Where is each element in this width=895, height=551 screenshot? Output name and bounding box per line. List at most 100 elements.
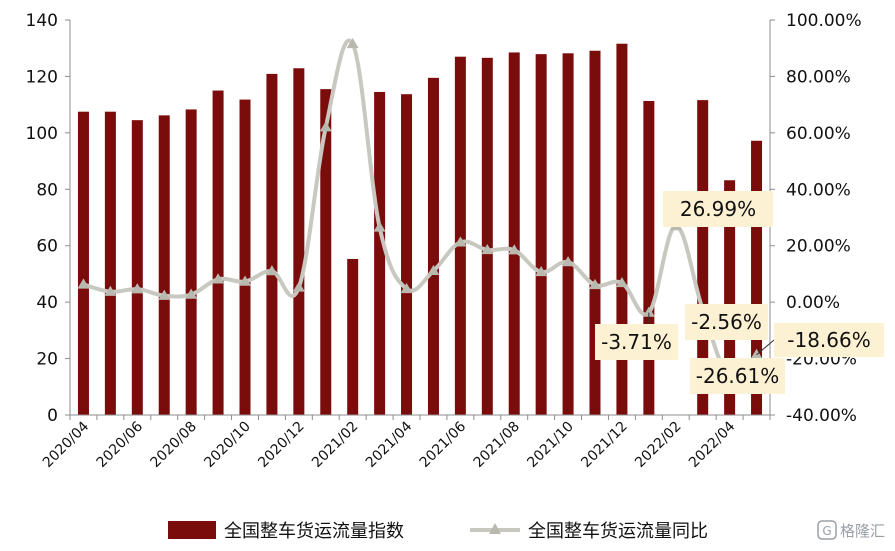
callout-label: -26.61% <box>696 364 779 388</box>
bar-series-freight-index <box>77 43 763 416</box>
legend-label-bars: 全国整车货运流量指数 <box>224 521 404 542</box>
line-point-2021/12 <box>615 276 628 288</box>
callout-2022/04: -26.61% <box>690 358 785 394</box>
bar-2022/04 <box>724 180 736 415</box>
line-point-2021/11 <box>589 278 601 290</box>
callout-leader <box>756 339 775 356</box>
bar-2021/03 <box>374 91 386 416</box>
x-tick-label: 2020/06 <box>94 418 147 471</box>
bar-2020/04 <box>77 111 89 416</box>
y-left-tick-label: 140 <box>26 11 58 31</box>
y-left-tick-label: 120 <box>26 67 58 87</box>
line-point-2022/05 <box>750 348 763 359</box>
y-right-tick-label: 60.00% <box>786 124 851 144</box>
y-left-tick-label: 80 <box>36 180 58 200</box>
bar-2021/02 <box>347 258 359 415</box>
bar-2021/09 <box>535 54 547 416</box>
callout-2022/01: -3.71% <box>595 312 678 360</box>
line-point-2020/11 <box>265 265 278 276</box>
line-point-2021/09 <box>535 265 548 277</box>
line-point-2021/06 <box>454 236 467 247</box>
y-left-tick-label: 100 <box>26 124 58 144</box>
legend-marker-triangle-icon <box>489 523 501 534</box>
bar-2020/05 <box>104 111 116 416</box>
callout-2022/02: 26.99% <box>663 191 773 227</box>
x-tick-label: 2020/08 <box>148 419 200 471</box>
bar-2021/12 <box>616 43 628 415</box>
bar-2021/01 <box>320 89 332 415</box>
callout-box <box>663 191 773 227</box>
watermark-logo-icon <box>817 520 837 540</box>
watermark-text: 格隆汇 <box>840 522 885 540</box>
legend-swatch-bar <box>168 521 216 539</box>
line-point-2020/08 <box>185 288 198 299</box>
callout-label: -3.71% <box>601 330 672 354</box>
bar-2021/05 <box>427 77 439 415</box>
y-right-tick-label: 40.00% <box>786 180 851 200</box>
bar-2020/10 <box>239 99 251 416</box>
line-point-2020/06 <box>131 283 144 294</box>
x-tick-label: 2020/04 <box>40 418 93 471</box>
x-tick-label: 2020/12 <box>255 419 307 471</box>
watermark-logo-glyph: G <box>822 524 831 538</box>
bar-2020/11 <box>266 73 278 415</box>
line-point-2020/10 <box>239 275 251 286</box>
data-callouts: 26.99% -3.71% -2.56% -26.61% -18.66% <box>595 191 884 394</box>
callout-box <box>685 304 768 340</box>
bar-2020/07 <box>158 115 170 415</box>
callout-2022/05: -18.66% <box>756 323 884 357</box>
chart-legend: 全国整车货运流量指数 全国整车货运流量同比 <box>168 521 708 542</box>
bar-2020/12 <box>293 68 305 415</box>
x-tick-label: 2021/08 <box>471 419 523 471</box>
legend-label-line: 全国整车货运流量同比 <box>528 521 708 542</box>
line-point-2021/02 <box>346 37 359 49</box>
line-point-2022/01 <box>642 306 655 317</box>
y-right-tick-label: 20.00% <box>786 237 851 257</box>
bar-2021/04 <box>401 94 413 415</box>
y-left-tick-label: 20 <box>36 350 58 370</box>
y-left-tick-label: 0 <box>47 406 58 426</box>
legend-item-bars: 全国整车货运流量指数 <box>168 521 404 542</box>
callout-box <box>595 324 678 360</box>
callout-box <box>774 323 884 357</box>
bar-2022/03 <box>697 100 709 415</box>
x-tick-label: 2021/10 <box>524 419 576 471</box>
y-left-tick-label: 60 <box>36 237 58 257</box>
bar-2020/06 <box>131 120 143 416</box>
x-tick-label: 2020/10 <box>201 419 253 471</box>
y-right-tick-label: -40.00% <box>786 406 857 426</box>
x-tick-label: 2021/06 <box>417 418 470 471</box>
callout-2022/03: -2.56% <box>685 304 768 340</box>
bar-2020/09 <box>212 90 224 416</box>
bar-2021/06 <box>454 56 466 416</box>
x-tick-label: 2022/02 <box>632 419 684 471</box>
chart-axes: 020406080100120140-40.00%-20.00%0.00%20.… <box>26 11 862 471</box>
x-tick-label: 2021/02 <box>309 419 361 471</box>
line-point-2021/03 <box>373 221 386 232</box>
y-right-tick-label: 80.00% <box>786 67 851 87</box>
line-point-2021/08 <box>508 244 521 255</box>
bar-2021/10 <box>562 53 574 416</box>
line-point-2021/10 <box>562 256 575 267</box>
line-point-2020/09 <box>212 273 225 284</box>
x-tick-label: 2021/12 <box>578 419 630 471</box>
line-point-2020/05 <box>104 285 117 296</box>
callout-label: -2.56% <box>691 310 762 334</box>
y-right-tick-label: 100.00% <box>786 11 862 31</box>
bar-2020/08 <box>185 109 197 416</box>
watermark: G 格隆汇 <box>817 520 885 540</box>
y-right-tick-label: 0.00% <box>786 293 840 313</box>
callout-box <box>690 358 785 394</box>
bar-2021/07 <box>481 57 493 416</box>
line-point-2021/05 <box>427 264 440 276</box>
legend-item-line: 全国整车货运流量同比 <box>470 521 708 542</box>
y-left-tick-label: 40 <box>36 293 58 313</box>
line-point-2021/01 <box>319 121 332 132</box>
line-point-2020/07 <box>158 289 171 300</box>
bar-2021/11 <box>589 50 601 415</box>
line-point-2020/04 <box>77 278 90 289</box>
bar-2022/05 <box>751 140 763 415</box>
bar-2021/08 <box>508 52 520 415</box>
bar-2022/01 <box>643 100 655 415</box>
